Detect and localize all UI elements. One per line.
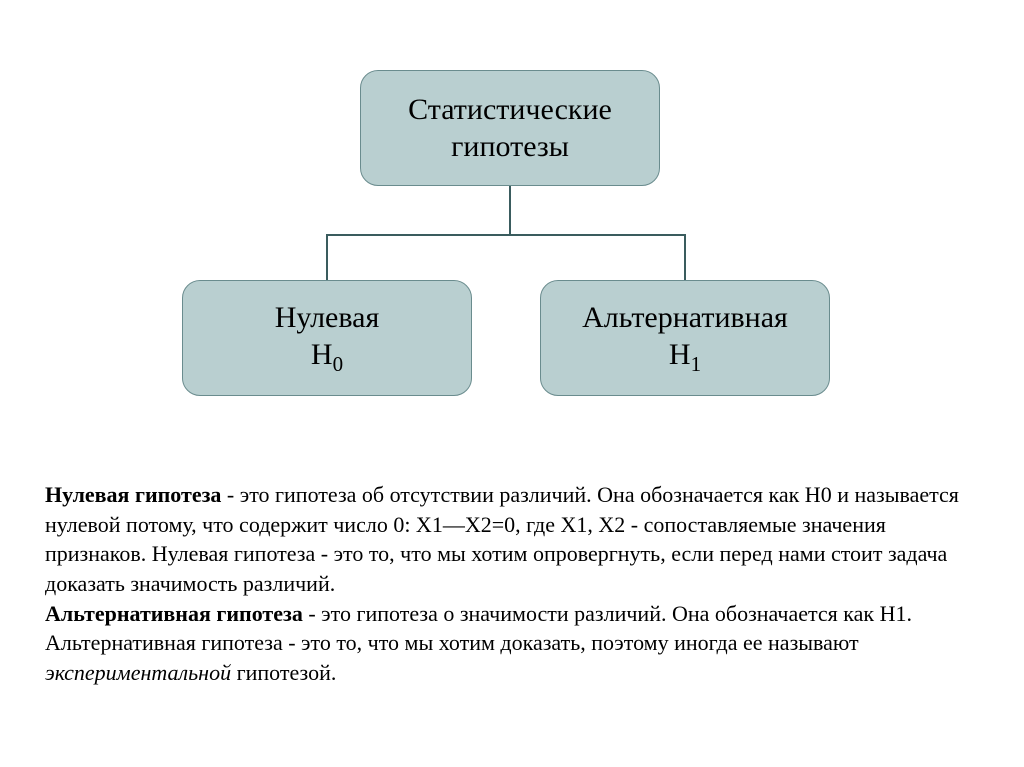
node-left-label: Нулевая [275,299,380,337]
node-right-label: Альтернативная [582,299,788,337]
node-root: Статистические гипотезы [360,70,660,186]
p2-term: Альтернативная гипотеза [45,601,303,626]
description-text: Нулевая гипотеза - это гипотеза об отсут… [45,480,969,688]
node-null-hypothesis: Нулевая H0 [182,280,472,396]
paragraph-alternative: Альтернативная гипотеза - это гипотеза о… [45,599,969,688]
p1-term: Нулевая гипотеза [45,482,221,507]
paragraph-null: Нулевая гипотеза - это гипотеза об отсут… [45,480,969,599]
node-root-line1: Статистические [408,91,612,129]
p2-end: гипотезой. [231,660,336,685]
node-root-line2: гипотезы [451,128,569,166]
p2-italic: экспериментальной [45,660,231,685]
hypothesis-tree-diagram: Статистические гипотезы Нулевая H0 Альте… [0,0,1024,420]
tree-connectors [0,0,1024,420]
node-alternative-hypothesis: Альтернативная H1 [540,280,830,396]
node-right-symbol: H1 [669,336,701,377]
node-left-symbol: H0 [311,336,343,377]
